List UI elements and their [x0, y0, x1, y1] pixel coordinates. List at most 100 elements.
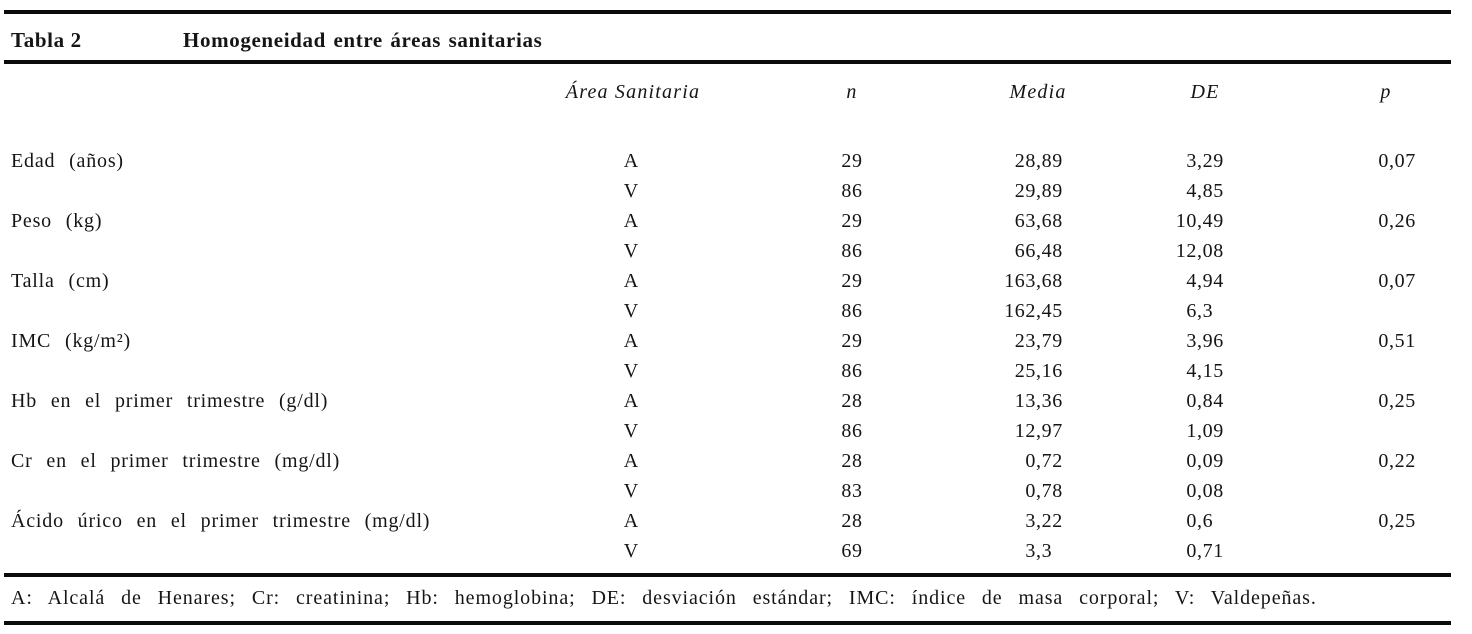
media-cell: 63,68	[1014, 210, 1063, 232]
table-row: V 83 0,78 0,08	[0, 476, 1472, 506]
table-row: Talla (cm) A 29 163,68 4,94 0,07	[0, 266, 1472, 296]
de-cell: 4,94	[1186, 270, 1224, 292]
media-cell: 25,16	[1014, 360, 1063, 382]
col-header-n: n	[846, 81, 858, 103]
de-cell: 4,85	[1186, 180, 1224, 202]
variable-label: Cr en el primer trimestre (mg/dl)	[11, 450, 341, 472]
table-row: Ácido úrico en el primer trimestre (mg/d…	[0, 506, 1472, 536]
media-cell: 0,78	[1025, 480, 1063, 502]
n-cell: 28	[841, 390, 863, 412]
media-cell: 66,48	[1014, 240, 1063, 262]
media-cell: 3,22	[1025, 510, 1063, 532]
de-cell: 0,08	[1186, 480, 1224, 502]
n-cell: 29	[841, 270, 863, 292]
variable-label: Hb en el primer trimestre (g/dl)	[11, 390, 329, 412]
media-cell: 28,89	[1014, 150, 1063, 172]
table-row: V 86 25,16 4,15	[0, 356, 1472, 386]
n-cell: 83	[841, 480, 863, 502]
de-cell: 0,6	[1186, 510, 1214, 532]
area-cell: A	[623, 270, 639, 292]
de-cell: 10,49	[1175, 210, 1224, 232]
media-cell: 0,72	[1025, 450, 1063, 472]
area-cell: A	[623, 330, 639, 352]
table-row: Peso (kg) A 29 63,68 10,49 0,26	[0, 206, 1472, 236]
p-cell: 0,07	[1378, 150, 1416, 172]
n-cell: 86	[841, 420, 863, 442]
variable-label: Ácido úrico en el primer trimestre (mg/d…	[11, 510, 431, 532]
media-cell: 162,45	[1004, 300, 1063, 322]
table-number: Tabla 2	[11, 28, 82, 52]
area-cell: V	[623, 180, 639, 202]
table-row: V 86 66,48 12,08	[0, 236, 1472, 266]
area-cell: A	[623, 510, 639, 532]
col-header-area-sanitaria: Área Sanitaria	[565, 81, 701, 103]
table-row: V 86 162,45 6,3	[0, 296, 1472, 326]
de-cell: 0,84	[1186, 390, 1224, 412]
col-header-de: DE	[1190, 81, 1220, 103]
n-cell: 86	[841, 240, 863, 262]
rule-below-caption	[4, 60, 1451, 64]
area-cell: V	[623, 300, 639, 322]
table-header-row: Área Sanitaria n Media DE p	[0, 78, 1472, 106]
p-cell: 0,51	[1378, 330, 1416, 352]
col-header-media: Media	[1009, 81, 1067, 103]
n-cell: 28	[841, 450, 863, 472]
table-row: Cr en el primer trimestre (mg/dl) A 28 0,72…	[0, 446, 1472, 476]
area-cell: A	[623, 450, 639, 472]
p-cell: 0,25	[1378, 510, 1416, 532]
area-cell: A	[623, 390, 639, 412]
p-cell: 0,22	[1378, 450, 1416, 472]
variable-label: IMC (kg/m²)	[11, 330, 132, 352]
table-title: Homogeneidad entre áreas sanitarias	[183, 28, 543, 52]
table-row: Hb en el primer trimestre (g/dl) A 28 13,36…	[0, 386, 1472, 416]
media-cell: 23,79	[1014, 330, 1063, 352]
variable-label: Peso (kg)	[11, 210, 103, 232]
table-row: V 86 29,89 4,85	[0, 176, 1472, 206]
n-cell: 29	[841, 150, 863, 172]
de-cell: 3,96	[1186, 330, 1224, 352]
table-row: Edad (años) A 29 28,89 3,29 0,07	[0, 146, 1472, 176]
table-footnote: A: Alcalá de Henares; Cr: creatinina; Hb…	[11, 587, 1317, 609]
n-cell: 86	[841, 360, 863, 382]
p-cell: 0,07	[1378, 270, 1416, 292]
variable-label: Edad (años)	[11, 150, 124, 172]
de-cell: 4,15	[1186, 360, 1224, 382]
media-cell: 163,68	[1004, 270, 1063, 292]
table-row: V 69 3,3 0,71	[0, 536, 1472, 566]
area-cell: V	[623, 540, 639, 562]
table-row: V 86 12,97 1,09	[0, 416, 1472, 446]
n-cell: 28	[841, 510, 863, 532]
area-cell: A	[623, 210, 639, 232]
de-cell: 3,29	[1186, 150, 1224, 172]
de-cell: 6,3	[1186, 300, 1214, 322]
table-caption: Tabla 2 Homogeneidad entre áreas sanitar…	[0, 26, 1472, 54]
media-cell: 12,97	[1014, 420, 1063, 442]
variable-label: Talla (cm)	[11, 270, 110, 292]
de-cell: 0,09	[1186, 450, 1224, 472]
media-cell: 29,89	[1014, 180, 1063, 202]
area-cell: V	[623, 420, 639, 442]
rule-bottom	[4, 621, 1451, 625]
area-cell: V	[623, 360, 639, 382]
de-cell: 1,09	[1186, 420, 1224, 442]
n-cell: 29	[841, 210, 863, 232]
rule-top	[4, 10, 1451, 14]
media-cell: 3,3	[1025, 540, 1053, 562]
p-cell: 0,25	[1378, 390, 1416, 412]
media-cell: 13,36	[1014, 390, 1063, 412]
n-cell: 86	[841, 180, 863, 202]
area-cell: V	[623, 480, 639, 502]
area-cell: A	[623, 150, 639, 172]
n-cell: 86	[841, 300, 863, 322]
p-cell: 0,26	[1378, 210, 1416, 232]
table-row: IMC (kg/m²) A 29 23,79 3,96 0,51	[0, 326, 1472, 356]
n-cell: 29	[841, 330, 863, 352]
rule-above-footnote	[4, 573, 1451, 577]
col-header-p: p	[1380, 81, 1392, 103]
n-cell: 69	[841, 540, 863, 562]
de-cell: 0,71	[1186, 540, 1224, 562]
de-cell: 12,08	[1175, 240, 1224, 262]
area-cell: V	[623, 240, 639, 262]
